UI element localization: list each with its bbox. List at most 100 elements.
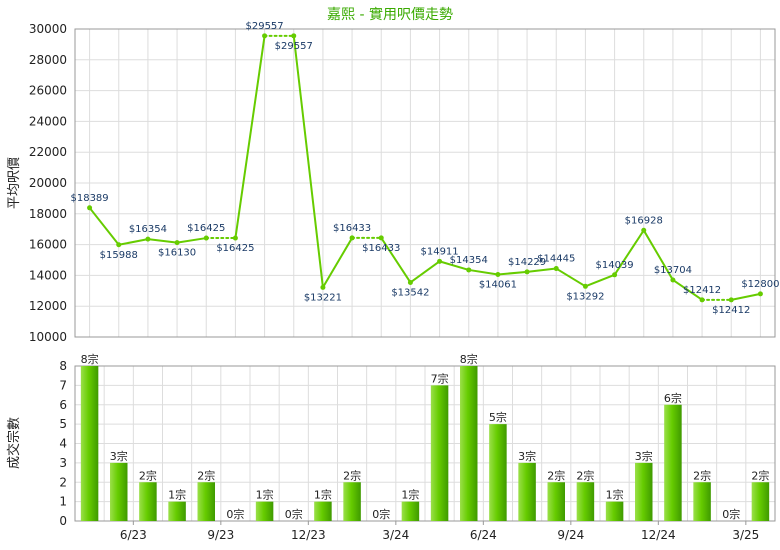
price-line-segment [642, 229, 674, 281]
x-tick-label: 12/23 [291, 528, 326, 542]
price-line-segment [671, 278, 704, 301]
price-line-segment [234, 34, 266, 240]
price-line-segment [321, 236, 354, 289]
transaction-bar [664, 404, 682, 521]
bar-value-label: 1宗 [606, 488, 624, 502]
price-point [582, 283, 588, 289]
price-point [699, 297, 705, 303]
price-line-segment [584, 273, 616, 288]
line-y-tick-label: 24000 [29, 114, 67, 128]
price-point [553, 266, 559, 272]
bar-value-label: 8宗 [81, 352, 99, 366]
transaction-bar [518, 462, 536, 521]
price-point [407, 279, 413, 285]
transaction-bar [751, 482, 770, 521]
bar-plot-frame [74, 365, 776, 522]
price-data-label: $29557 [245, 21, 283, 32]
bar-value-label: 2宗 [343, 468, 361, 482]
bar-y-tick-label: 8 [59, 359, 67, 373]
price-data-label: $16433 [333, 223, 371, 234]
transaction-bar [314, 501, 332, 521]
price-point [466, 267, 472, 273]
transaction-bar [343, 482, 361, 521]
price-point [87, 205, 93, 211]
price-line-segment [88, 206, 120, 246]
x-tick-label: 3/24 [382, 528, 409, 542]
line-y-tick-label: 18000 [29, 207, 67, 221]
transaction-bar [168, 501, 186, 521]
transaction-bar [430, 385, 449, 521]
transaction-bar [635, 462, 653, 521]
transaction-bar [255, 501, 274, 521]
price-data-label: $12800 [741, 279, 779, 290]
line-y-tick-label: 10000 [29, 330, 67, 344]
price-data-label: $15988 [100, 250, 138, 261]
bar-value-label: 3宗 [110, 449, 128, 463]
bar-y-tick-label: 3 [59, 456, 67, 470]
bar-value-label: 2宗 [693, 468, 711, 482]
price-point [116, 242, 122, 248]
bar-value-label: 6宗 [664, 391, 682, 405]
price-data-label: $14061 [479, 279, 517, 290]
price-line-segment [380, 236, 412, 284]
bar-value-label: 5宗 [489, 410, 507, 424]
price-data-label: $13542 [391, 287, 429, 298]
price-line-segment [117, 238, 149, 246]
bar-value-label: 0宗 [285, 507, 303, 521]
bar-y-tick-label: 6 [59, 398, 67, 412]
price-line-segment [496, 270, 529, 276]
bar-value-label: 1宗 [256, 488, 274, 502]
price-line-segment [555, 267, 587, 288]
price-point [757, 291, 763, 297]
line-y-axis-label: 平均呎價 [7, 157, 22, 209]
price-data-label: $16433 [362, 243, 400, 254]
price-data-label: $14354 [450, 255, 488, 266]
price-point [641, 227, 647, 233]
bar-y-tick-label: 1 [59, 495, 67, 509]
bar-value-label: 1宗 [314, 488, 332, 502]
x-tick-label: 6/23 [120, 528, 147, 542]
transaction-bar [401, 501, 420, 521]
price-point [524, 269, 530, 275]
price-data-label: $16425 [216, 243, 254, 254]
price-line-segment [526, 267, 558, 273]
price-line-segment [438, 260, 470, 271]
price-point [495, 271, 501, 277]
line-y-tick-label: 20000 [29, 176, 67, 190]
transaction-bar [693, 482, 711, 521]
price-line-chart: 10000 12000 14000 16000 18000 20000 22000 24000… [29, 21, 780, 344]
transaction-bar-chart: 0 1 2 3 4 5 6 7 8 8宗 3宗 2宗 1宗 2宗 0宗 1宗 0宗 1宗 2宗 0宗 1宗 7宗 8宗 5宗 3… [59, 352, 776, 542]
bar-value-label: 3宗 [518, 449, 536, 463]
line-plot-frame [74, 28, 776, 338]
bar-value-label: 3宗 [635, 449, 653, 463]
price-point [262, 33, 268, 39]
price-data-label: $13292 [566, 291, 604, 302]
transaction-bar [547, 482, 565, 521]
transaction-bar [460, 366, 478, 521]
price-data-label: $14039 [595, 260, 633, 271]
bar-value-label: 0宗 [226, 507, 244, 521]
x-tick-label: 3/25 [732, 528, 759, 542]
bar-value-label: 2宗 [576, 468, 594, 482]
price-data-label: $16130 [158, 248, 196, 259]
bar-y-tick-label: 0 [59, 514, 67, 528]
bar-value-label: 0宗 [372, 507, 390, 521]
price-point [232, 235, 238, 241]
price-data-label: $13221 [304, 292, 342, 303]
price-line-segment [467, 268, 499, 276]
price-point [174, 240, 180, 246]
price-line-segment [613, 229, 645, 276]
price-point [291, 33, 297, 39]
price-data-label: $16928 [625, 215, 663, 226]
bar-value-label: 2宗 [547, 468, 565, 482]
line-y-tick-label: 28000 [29, 53, 67, 67]
bar-value-label: 7宗 [431, 371, 449, 385]
bar-value-label: 2宗 [197, 468, 215, 482]
price-data-label: $16354 [129, 224, 167, 235]
price-line-segment [146, 238, 179, 244]
price-data-label: $14911 [420, 246, 458, 257]
price-line-segment [292, 34, 324, 289]
line-y-tick-label: 26000 [29, 84, 67, 98]
bar-y-axis-label: 成交宗數 [6, 417, 22, 469]
line-y-tick-label: 16000 [29, 238, 67, 252]
